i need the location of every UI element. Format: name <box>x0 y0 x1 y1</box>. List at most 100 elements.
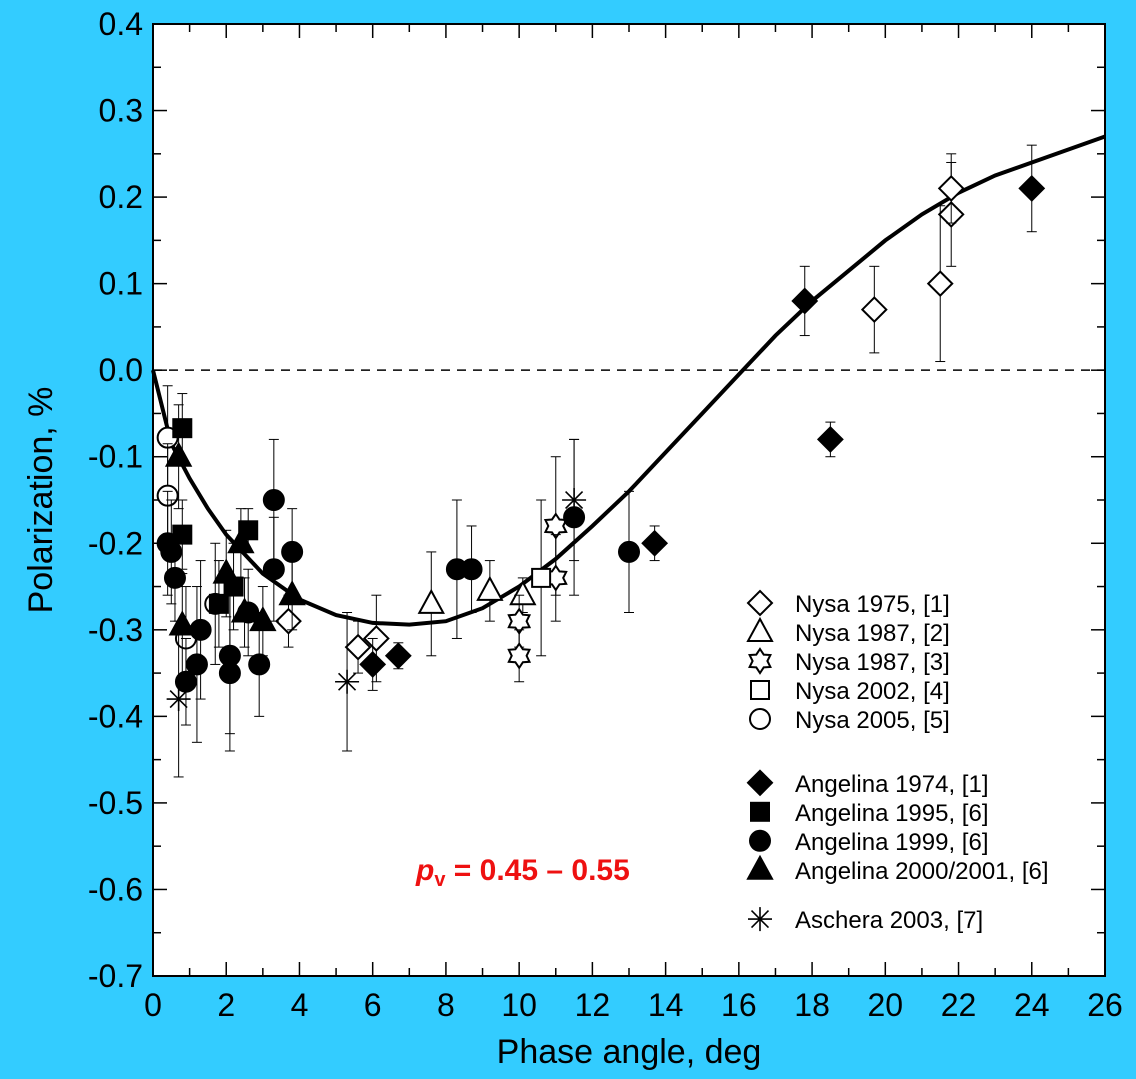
x-tick-label: 18 <box>794 987 830 1023</box>
x-tick-label: 2 <box>217 987 235 1023</box>
legend: Nysa 1975, [1]Nysa 1987, [2]Nysa 1987, [… <box>746 589 1049 934</box>
point-angelina-2000-2001-6 <box>227 528 255 554</box>
axis-ticks: 0 2 4 6 8 10 12 14 16 18 20 22 24 260.40.30.20.10.0-0… <box>88 6 1123 1023</box>
point-aschera-2003-7 <box>335 669 360 694</box>
point-angelina-2000-2001-6 <box>212 558 240 584</box>
fit-curve-group <box>151 134 1106 627</box>
point-angelina-1995-6 <box>208 593 229 614</box>
y-tick-label: -0.7 <box>88 958 143 994</box>
point-angelina-1974-1 <box>641 529 669 557</box>
legend-label: Angelina 1974, [1] <box>795 771 989 798</box>
y-tick-label: -0.6 <box>88 871 143 907</box>
y-tick-label: -0.5 <box>88 785 143 821</box>
x-tick-label: 24 <box>1014 987 1050 1023</box>
x-tick-label: 26 <box>1087 987 1123 1023</box>
legend-marker-angelina-1995-6 <box>750 801 770 822</box>
annotation-text: = 0.45 – 0.55 <box>445 854 629 887</box>
point-angelina-1999-6 <box>262 489 285 511</box>
y-tick-label: -0.2 <box>88 525 143 561</box>
asterisk-stroke <box>750 910 770 929</box>
point-nysa-2002-4 <box>531 567 552 588</box>
y-tick-label: 0.1 <box>99 266 143 302</box>
asterisk-stroke <box>169 690 188 709</box>
point-angelina-1974-1 <box>359 651 387 678</box>
point-nysa-1987-2 <box>417 588 445 614</box>
fit-curve <box>151 134 1106 627</box>
point-angelina-2000-2001-6 <box>164 441 193 467</box>
y-tick-label: -0.4 <box>88 698 143 734</box>
point-angelina-1999-6 <box>460 558 483 581</box>
point-nysa-1975-1 <box>275 607 302 635</box>
point-angelina-1995-6 <box>172 418 193 439</box>
point-angelina-2000-2001-6 <box>278 580 306 606</box>
y-tick-label: 0.3 <box>99 93 143 129</box>
x-tick-label: 8 <box>437 987 455 1023</box>
point-nysa-1987-3 <box>507 642 532 670</box>
point-angelina-1999-6 <box>218 662 241 685</box>
point-angelina-1974-1 <box>384 642 412 670</box>
point-angelina-1999-6 <box>262 558 285 581</box>
point-angelina-2000-2001-6 <box>168 610 196 636</box>
legend-marker-nysa-1987-3 <box>748 647 772 675</box>
x-tick-label: 6 <box>364 987 382 1023</box>
point-angelina-1999-6 <box>189 618 212 641</box>
point-angelina-2000-2001-6 <box>249 606 277 632</box>
legend-label: Nysa 1987, [2] <box>795 620 950 647</box>
legend-marker-nysa-2002-4 <box>750 680 770 700</box>
legend-marker-angelina-2000-2001-6 <box>746 854 774 880</box>
data-points <box>156 144 1046 778</box>
point-nysa-1975-1 <box>860 296 888 324</box>
x-tick-label: 14 <box>648 987 684 1023</box>
annotation-subscript: v <box>434 869 446 891</box>
point-nysa-1975-1 <box>937 175 965 202</box>
legend-marker-nysa-1987-2 <box>746 616 774 642</box>
point-angelina-1999-6 <box>281 540 304 563</box>
point-angelina-1999-6 <box>185 653 208 676</box>
point-angelina-1974-1 <box>1018 175 1046 202</box>
point-aschera-2003-7 <box>562 488 587 512</box>
asterisk-stroke <box>338 672 357 691</box>
legend-label: Nysa 2005, [5] <box>795 707 950 734</box>
point-nysa-1975-1 <box>926 270 954 298</box>
point-angelina-1999-6 <box>163 566 186 589</box>
point-angelina-2000-2001-6 <box>230 597 259 623</box>
point-angelina-1999-6 <box>248 653 271 676</box>
x-axis-label: Phase angle, deg <box>497 1033 762 1071</box>
y-axis-label: Polarization, % <box>22 387 60 614</box>
legend-label: Nysa 2002, [4] <box>795 678 950 705</box>
y-tick-label: -0.1 <box>88 439 143 475</box>
y-tick-label: 0.0 <box>99 352 143 388</box>
x-tick-label: 0 <box>144 987 162 1023</box>
legend-marker-nysa-1975-1 <box>746 589 774 617</box>
point-aschera-2003-7 <box>166 687 191 712</box>
albedo-annotation: pv = 0.45 – 0.55 <box>415 854 630 891</box>
x-tick-label: 16 <box>721 987 757 1023</box>
legend-label: Angelina 1999, [6] <box>795 829 989 856</box>
point-nysa-1975-1 <box>344 633 372 661</box>
point-nysa-1987-2 <box>476 575 504 601</box>
x-tick-label: 10 <box>501 987 537 1023</box>
point-angelina-1999-6 <box>160 540 183 563</box>
asterisk-stroke <box>565 490 584 510</box>
x-tick-label: 4 <box>291 987 309 1023</box>
point-angelina-1974-1 <box>791 287 819 315</box>
legend-label: Aschera 2003, [7] <box>795 907 983 934</box>
legend-marker-angelina-1974-1 <box>746 769 774 797</box>
legend-label: Nysa 1987, [3] <box>795 649 950 676</box>
point-nysa-1987-2 <box>509 580 537 606</box>
legend-label: Nysa 1975, [1] <box>795 591 950 618</box>
legend-label: Angelina 2000/2001, [6] <box>795 858 1049 885</box>
y-tick-label: -0.3 <box>88 612 143 648</box>
x-tick-label: 20 <box>868 987 904 1023</box>
annotation-prefix: p <box>415 854 434 887</box>
y-tick-label: 0.2 <box>99 179 143 215</box>
x-tick-label: 12 <box>575 987 611 1023</box>
legend-marker-angelina-1999-6 <box>749 829 771 852</box>
x-tick-label: 22 <box>941 987 977 1023</box>
legend-marker-nysa-2005-5 <box>749 708 771 730</box>
legend-marker-aschera-2003-7 <box>748 907 772 932</box>
point-angelina-1974-1 <box>816 426 844 453</box>
point-angelina-1999-6 <box>618 540 640 563</box>
